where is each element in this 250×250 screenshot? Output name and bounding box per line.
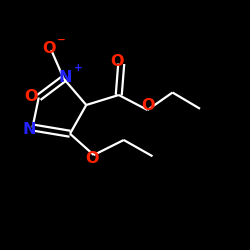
Text: O: O xyxy=(141,98,155,113)
Text: N: N xyxy=(22,122,36,138)
Text: +: + xyxy=(74,63,82,73)
Text: −: − xyxy=(57,34,66,44)
Text: O: O xyxy=(86,151,99,166)
Text: O: O xyxy=(24,89,38,104)
Text: N: N xyxy=(59,70,72,85)
Text: O: O xyxy=(42,41,56,56)
Text: O: O xyxy=(111,54,124,69)
